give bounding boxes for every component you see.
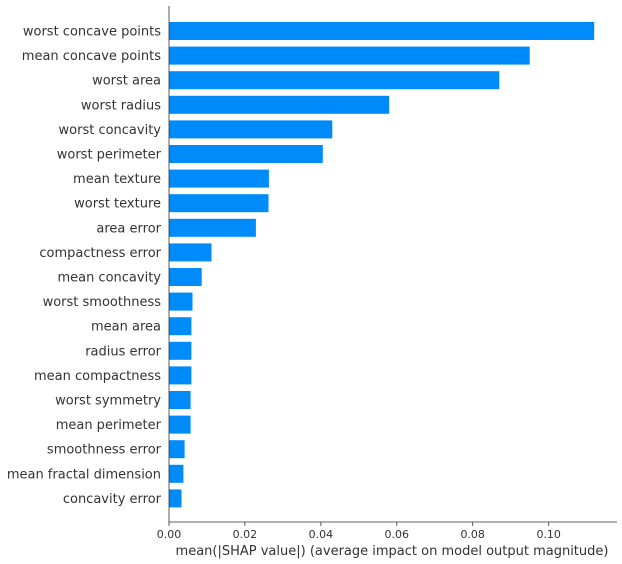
category-label: mean compactness <box>34 369 161 384</box>
bar-mean-area <box>169 317 192 336</box>
bar-area-error <box>169 218 256 237</box>
bar-worst-perimeter <box>169 145 323 163</box>
bar-worst-texture <box>169 194 269 213</box>
category-label: mean fractal dimension <box>7 467 161 482</box>
category-label: worst texture <box>74 197 161 212</box>
category-label: compactness error <box>39 246 161 261</box>
bar-worst-smoothness <box>169 292 193 311</box>
category-label: worst perimeter <box>57 148 162 163</box>
bar-worst-symmetry <box>169 391 191 409</box>
category-label: mean concavity <box>57 271 161 286</box>
category-label: worst radius <box>81 98 161 113</box>
category-label: worst area <box>92 74 161 89</box>
bar-concavity-error <box>169 489 182 508</box>
category-label: worst concavity <box>59 123 162 138</box>
category-label: worst symmetry <box>55 394 161 409</box>
category-label: mean area <box>91 320 161 335</box>
category-label: mean concave points <box>22 49 161 64</box>
category-label: concavity error <box>63 492 162 507</box>
x-tick-label: 0.02 <box>233 528 258 541</box>
x-tick-label: 0.00 <box>157 528 182 541</box>
bar-mean-perimeter <box>169 415 191 434</box>
x-tick-label: 0.04 <box>309 528 334 541</box>
category-label: smoothness error <box>47 443 162 458</box>
category-label: area error <box>96 221 161 236</box>
bar-worst-radius <box>169 95 390 114</box>
bars-group <box>169 22 595 508</box>
x-axis-title: mean(|SHAP value|) (average impact on mo… <box>176 544 609 559</box>
category-labels: worst concave points mean concave points w… <box>7 25 162 507</box>
bar-smoothness-error <box>169 440 185 459</box>
bar-mean-concave-points <box>169 46 530 65</box>
bar-mean-fractal-dimension <box>169 464 184 483</box>
x-tick-label: 0.10 <box>536 528 561 541</box>
x-ticks: 0.00 0.02 0.04 0.06 0.08 0.10 <box>157 522 561 541</box>
category-label: radius error <box>85 344 161 359</box>
bar-mean-concavity <box>169 268 202 286</box>
category-label: worst smoothness <box>43 295 162 310</box>
bar-worst-concavity <box>169 120 333 139</box>
category-label: worst concave points <box>23 25 161 40</box>
bar-compactness-error <box>169 243 212 262</box>
category-label: mean perimeter <box>56 418 162 433</box>
bar-mean-texture <box>169 169 269 188</box>
category-label: mean texture <box>73 172 161 187</box>
bar-worst-area <box>169 71 500 90</box>
bar-mean-compactness <box>169 366 192 385</box>
bar-radius-error <box>169 341 192 360</box>
x-tick-label: 0.08 <box>460 528 485 541</box>
bar-worst-concave-points <box>169 22 595 40</box>
x-tick-label: 0.06 <box>385 528 410 541</box>
